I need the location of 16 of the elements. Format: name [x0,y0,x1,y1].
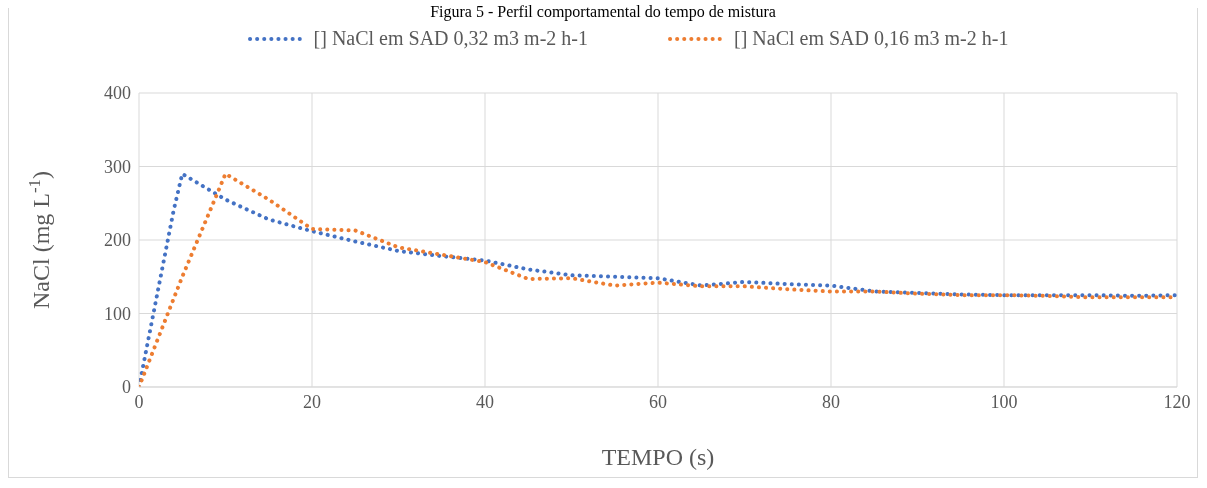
chart-title: Figura 5 - Perfil comportamental do tempo de mistura [9,3,1197,21]
x-tick-label: 60 [649,391,667,412]
x-tick-label: 120 [1163,391,1191,412]
y-tick-label: 400 [104,83,131,104]
legend-label: [] NaCl em SAD 0,16 m3 m-2 h-1 [733,27,1009,50]
x-tick-label: 20 [303,391,321,412]
legend-label: [] NaCl em SAD 0,32 m3 m-2 h-1 [312,27,588,50]
x-tick-label: 80 [822,391,840,412]
y-tick-label: 200 [104,230,131,251]
x-axis-title: TEMPO (s) [601,444,715,470]
x-tick-label: 40 [476,391,494,412]
y-tick-label: 300 [104,156,131,177]
y-tick-label: 0 [122,377,131,398]
y-tick-label: 100 [104,303,131,324]
x-tick-label: 0 [134,391,144,412]
x-tick-label: 100 [990,391,1018,412]
